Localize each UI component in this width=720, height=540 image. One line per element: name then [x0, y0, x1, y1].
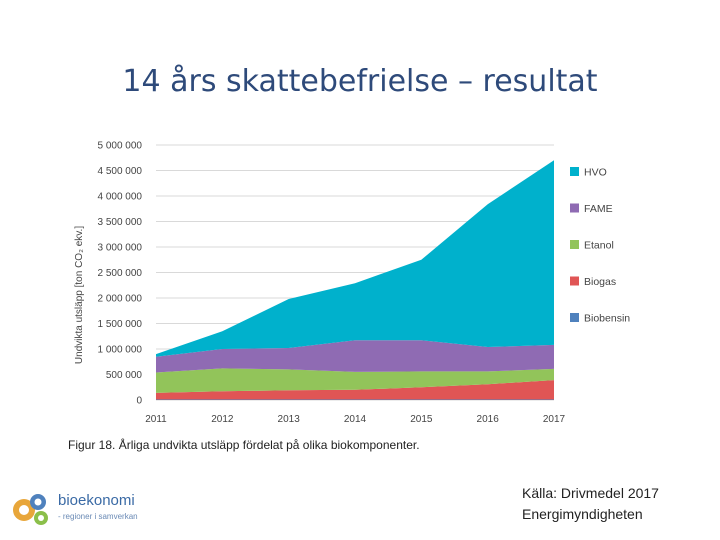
y-tick-label: 5 000 000 — [98, 141, 143, 152]
figure-caption: Figur 18. Årliga undvikta utsläpp fördel… — [68, 438, 420, 452]
x-axis-ticks: 2011 2012 2013 2014 2015 2016 2017 — [145, 414, 565, 425]
logo-name: bioekonomi — [58, 492, 135, 509]
legend-label-hvo: HVO — [584, 167, 607, 179]
y-tick-label: 4 500 000 — [98, 166, 143, 177]
y-tick-label: 3 500 000 — [98, 217, 143, 228]
legend-swatch-biobensin — [570, 313, 579, 322]
y-tick-label: 1 500 000 — [98, 319, 143, 330]
y-tick-label: 1 000 000 — [98, 345, 143, 356]
y-axis-ticks: 0 500 000 1 000 000 1 500 000 2 000 000 2 500… — [98, 141, 143, 407]
x-tick-label: 2016 — [477, 414, 500, 425]
area-biobensin — [156, 399, 554, 400]
legend-swatch-hvo — [570, 167, 579, 176]
y-tick-label: 4 000 000 — [98, 192, 143, 203]
y-tick-label: 2 500 000 — [98, 268, 143, 279]
slide-title: 14 års skattebefrielse – resultat — [122, 64, 598, 99]
area-fame — [156, 340, 554, 373]
legend-label-etanol: Etanol — [584, 240, 614, 252]
legend-swatch-etanol — [570, 240, 579, 249]
area-series — [156, 160, 554, 400]
source-note: Källa: Drivmedel 2017 Energimyndigheten — [522, 483, 659, 525]
y-axis-label: Undvikta utsläpp [ton CO₂ ekv.] — [74, 226, 85, 364]
logo-subtitle: - regioner i samverkan — [58, 512, 138, 521]
legend-label-biobensin: Biobensin — [584, 313, 630, 325]
gear-logo-icon — [13, 494, 48, 525]
x-tick-label: 2011 — [145, 414, 167, 425]
x-tick-label: 2015 — [410, 414, 433, 425]
legend-label-fame: FAME — [584, 203, 613, 215]
legend-label-biogas: Biogas — [584, 276, 616, 288]
legend-swatch-fame — [570, 203, 579, 213]
bioekonomi-logo: bioekonomi - regioner i samverkan — [8, 488, 168, 530]
area-etanol — [156, 368, 554, 393]
area-hvo — [156, 160, 554, 357]
y-tick-label: 500 000 — [106, 370, 143, 381]
emissions-area-chart: 0 500 000 1 000 000 1 500 000 2 000 000 2 500… — [74, 141, 630, 426]
legend-swatch-biogas — [570, 276, 579, 286]
source-line-1: Källa: Drivmedel 2017 — [522, 485, 659, 501]
x-tick-label: 2017 — [543, 414, 566, 425]
source-line-2: Energimyndigheten — [522, 506, 643, 522]
y-tick-label: 0 — [136, 396, 142, 407]
x-tick-label: 2012 — [211, 414, 234, 425]
x-tick-label: 2013 — [278, 414, 301, 425]
x-tick-label: 2014 — [344, 414, 367, 425]
legend: HVO FAME Etanol Biogas Biobensin — [570, 167, 630, 325]
y-tick-label: 2 000 000 — [98, 294, 143, 305]
y-tick-label: 3 000 000 — [98, 243, 143, 254]
